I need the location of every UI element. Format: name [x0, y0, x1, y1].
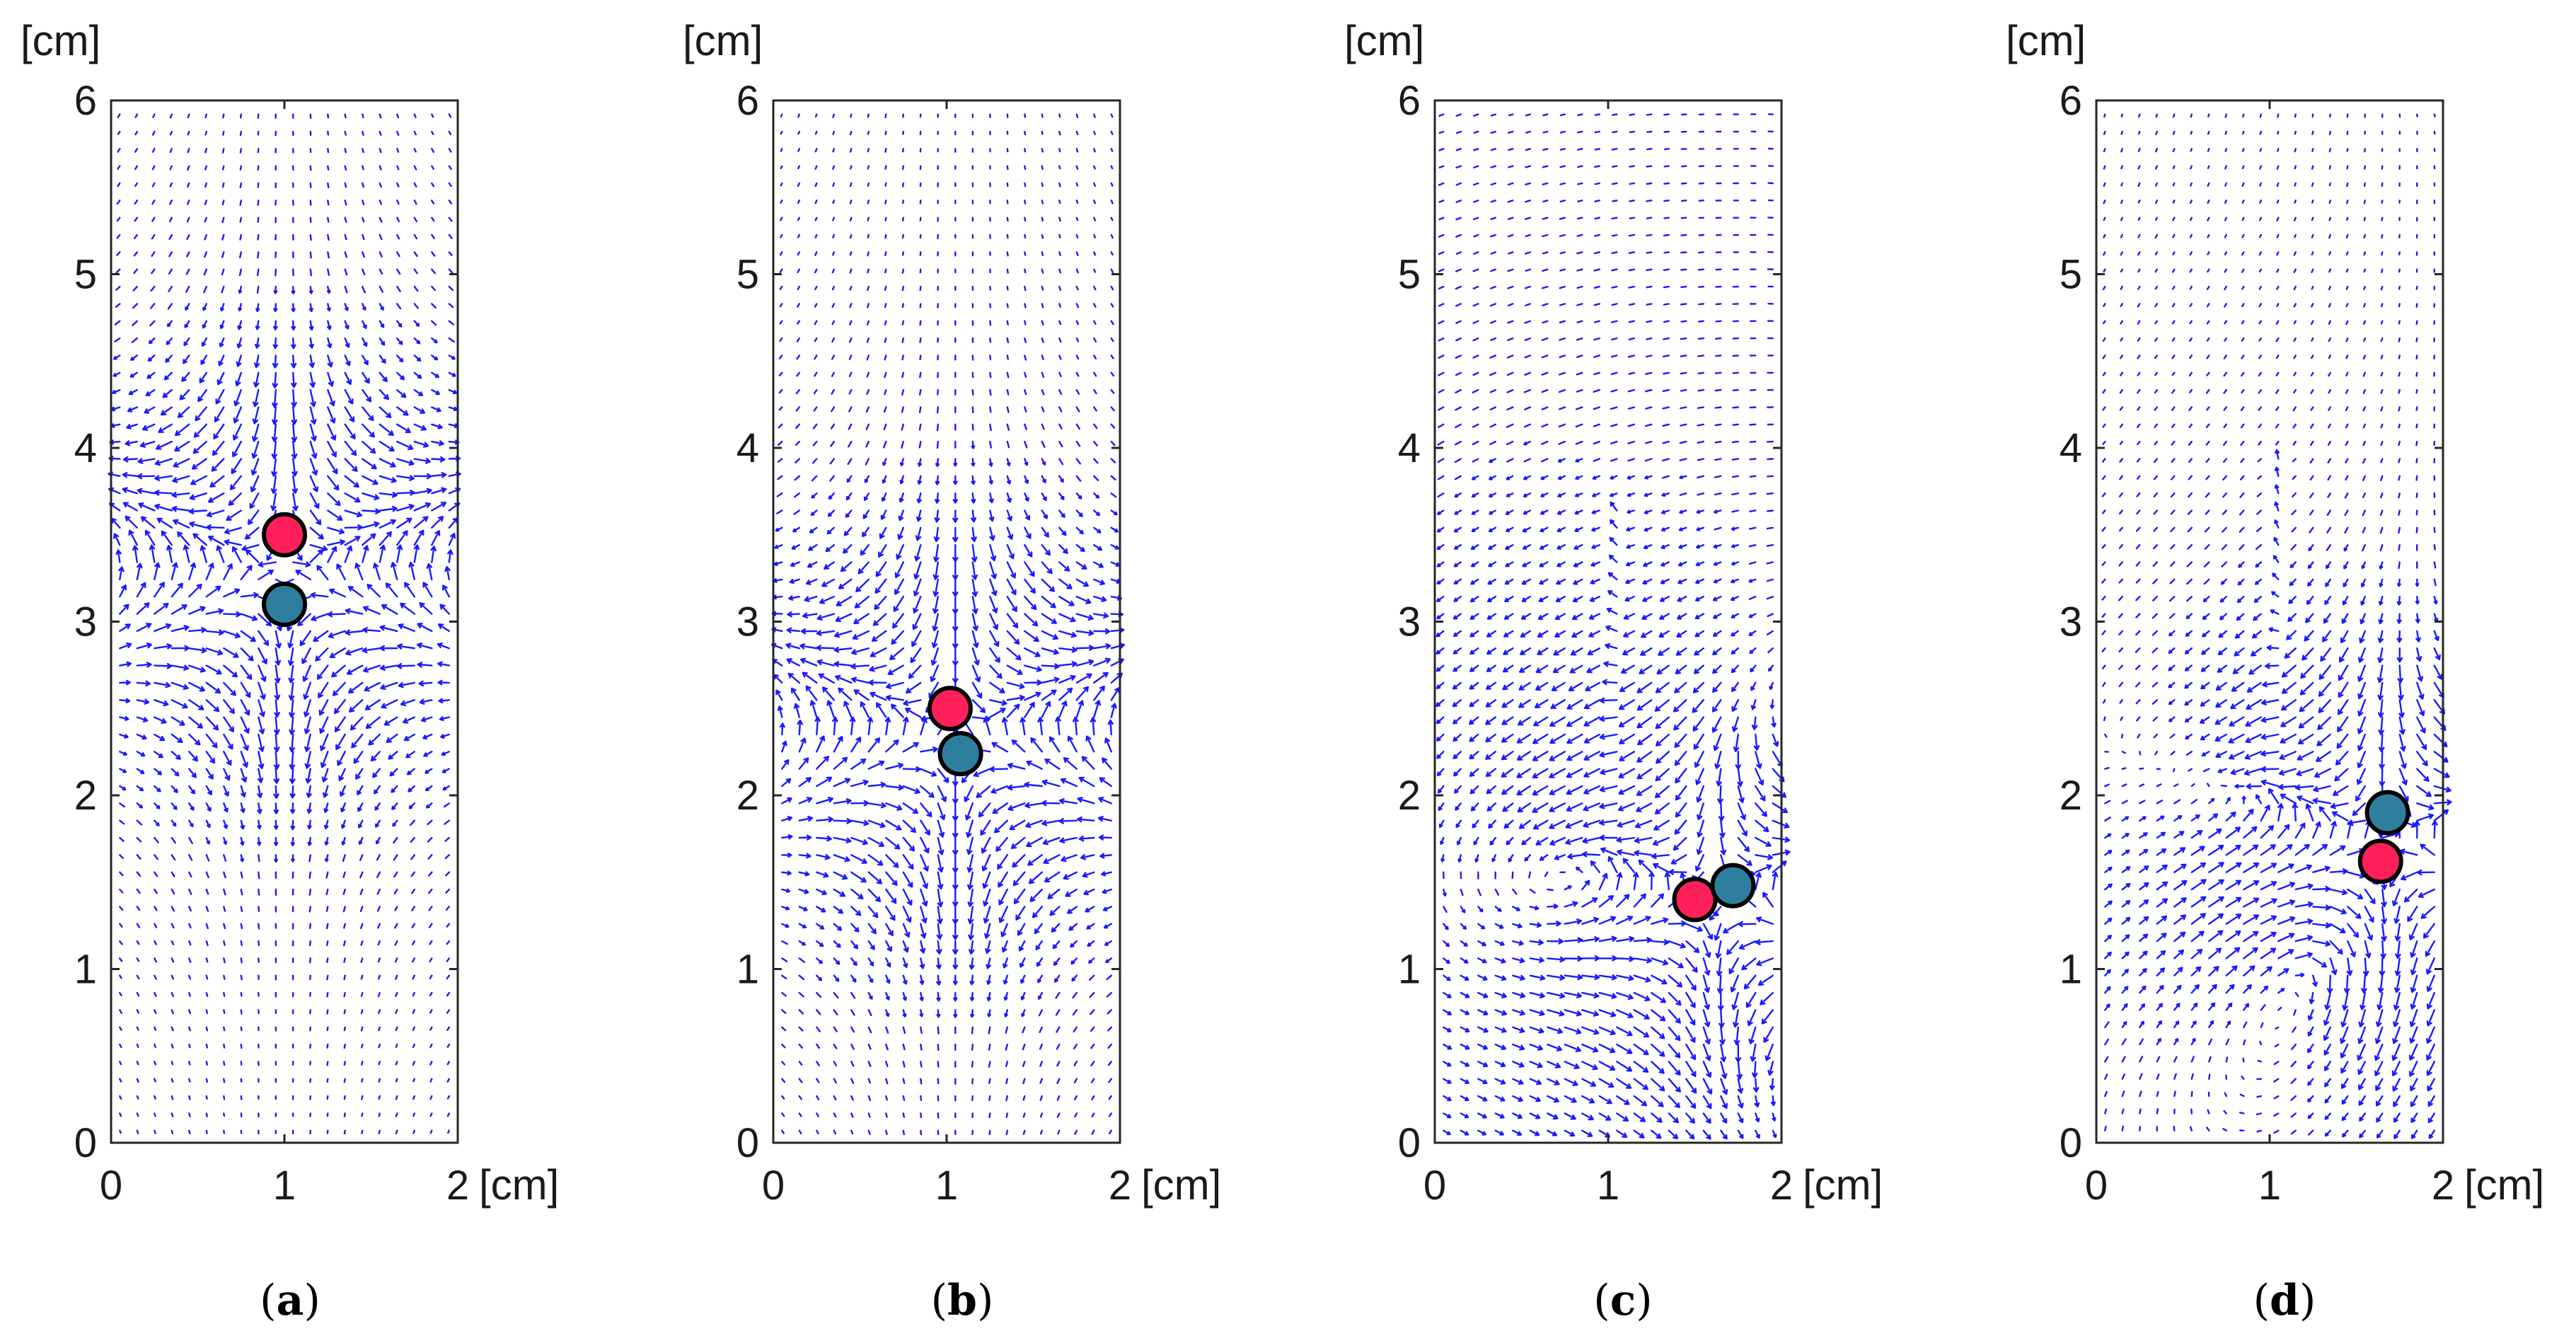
axes-frame: [1433, 99, 1783, 1144]
y-tick-label: 1: [737, 947, 759, 993]
y-tick-label: 0: [2060, 1120, 2082, 1166]
y-tick-label: 3: [737, 599, 759, 645]
y-unit-label: [cm]: [2006, 17, 2086, 64]
particle-teal: [937, 731, 983, 777]
y-tick-label: 4: [737, 425, 759, 471]
x-tick-label: 0: [762, 1163, 785, 1209]
particle-teal: [2364, 790, 2410, 836]
x-tick-label: 1: [273, 1163, 296, 1209]
y-tick-label: 4: [74, 425, 97, 471]
particle-teal: [1710, 863, 1756, 909]
panel-caption: (b): [931, 1276, 994, 1325]
y-tick-label: 3: [1398, 599, 1421, 645]
x-tick-label: 0: [1423, 1163, 1446, 1209]
x-tick-label: 2: [1770, 1163, 1793, 1209]
x-tick-label: 2: [1109, 1163, 1131, 1209]
y-tick-label: 5: [74, 252, 97, 298]
y-tick-label: 0: [74, 1120, 97, 1166]
y-tick-label: 6: [737, 78, 759, 124]
y-unit-label: [cm]: [683, 17, 763, 64]
y-tick-label: 1: [74, 947, 97, 993]
x-tick-label: 1: [935, 1163, 958, 1209]
y-tick-label: 2: [1398, 773, 1421, 819]
y-tick-label: 6: [2060, 78, 2082, 124]
panel-caption: (a): [260, 1276, 320, 1325]
y-tick-label: 3: [74, 599, 97, 645]
particle-red: [1672, 877, 1718, 923]
x-tick-label: 2: [446, 1163, 469, 1209]
particle-red: [927, 686, 973, 732]
vector-field: [2101, 113, 2452, 1139]
x-tick-label: 1: [1597, 1163, 1619, 1209]
particle-red: [2357, 838, 2403, 884]
vector-field: [770, 113, 1125, 1136]
axes-frame: [2095, 99, 2444, 1144]
y-tick-label: 3: [2060, 599, 2082, 645]
panel-caption: (c): [1593, 1276, 1652, 1325]
x-unit-label: [cm]: [479, 1161, 559, 1209]
vector-field: [1436, 113, 1791, 1140]
x-tick-label: 0: [2085, 1163, 2108, 1209]
y-tick-label: 2: [2060, 773, 2082, 819]
y-unit-label: [cm]: [21, 17, 100, 64]
x-tick-label: 0: [100, 1163, 122, 1209]
y-tick-label: 6: [1398, 78, 1421, 124]
axes-frame: [772, 99, 1121, 1144]
y-tick-label: 2: [737, 773, 759, 819]
x-tick-label: 2: [2432, 1163, 2454, 1209]
y-tick-label: 0: [737, 1120, 759, 1166]
x-unit-label: [cm]: [1803, 1161, 1883, 1209]
vector-field: [108, 113, 461, 1135]
particle-teal: [262, 581, 307, 627]
y-tick-label: 5: [737, 252, 759, 298]
particle-red: [262, 512, 307, 558]
x-unit-label: [cm]: [1141, 1161, 1221, 1209]
y-tick-label: 4: [1398, 425, 1421, 471]
y-tick-label: 4: [2060, 425, 2082, 471]
y-tick-label: 5: [1398, 252, 1421, 298]
y-unit-label: [cm]: [1344, 17, 1424, 64]
y-tick-label: 5: [2060, 252, 2082, 298]
y-tick-label: 2: [74, 773, 97, 819]
x-unit-label: [cm]: [2464, 1161, 2544, 1209]
y-tick-label: 1: [1398, 947, 1421, 993]
y-tick-label: 6: [74, 78, 97, 124]
x-tick-label: 1: [2258, 1163, 2281, 1209]
y-tick-label: 0: [1398, 1120, 1421, 1166]
y-tick-label: 1: [2060, 947, 2082, 993]
panel-caption: (d): [2253, 1276, 2316, 1325]
